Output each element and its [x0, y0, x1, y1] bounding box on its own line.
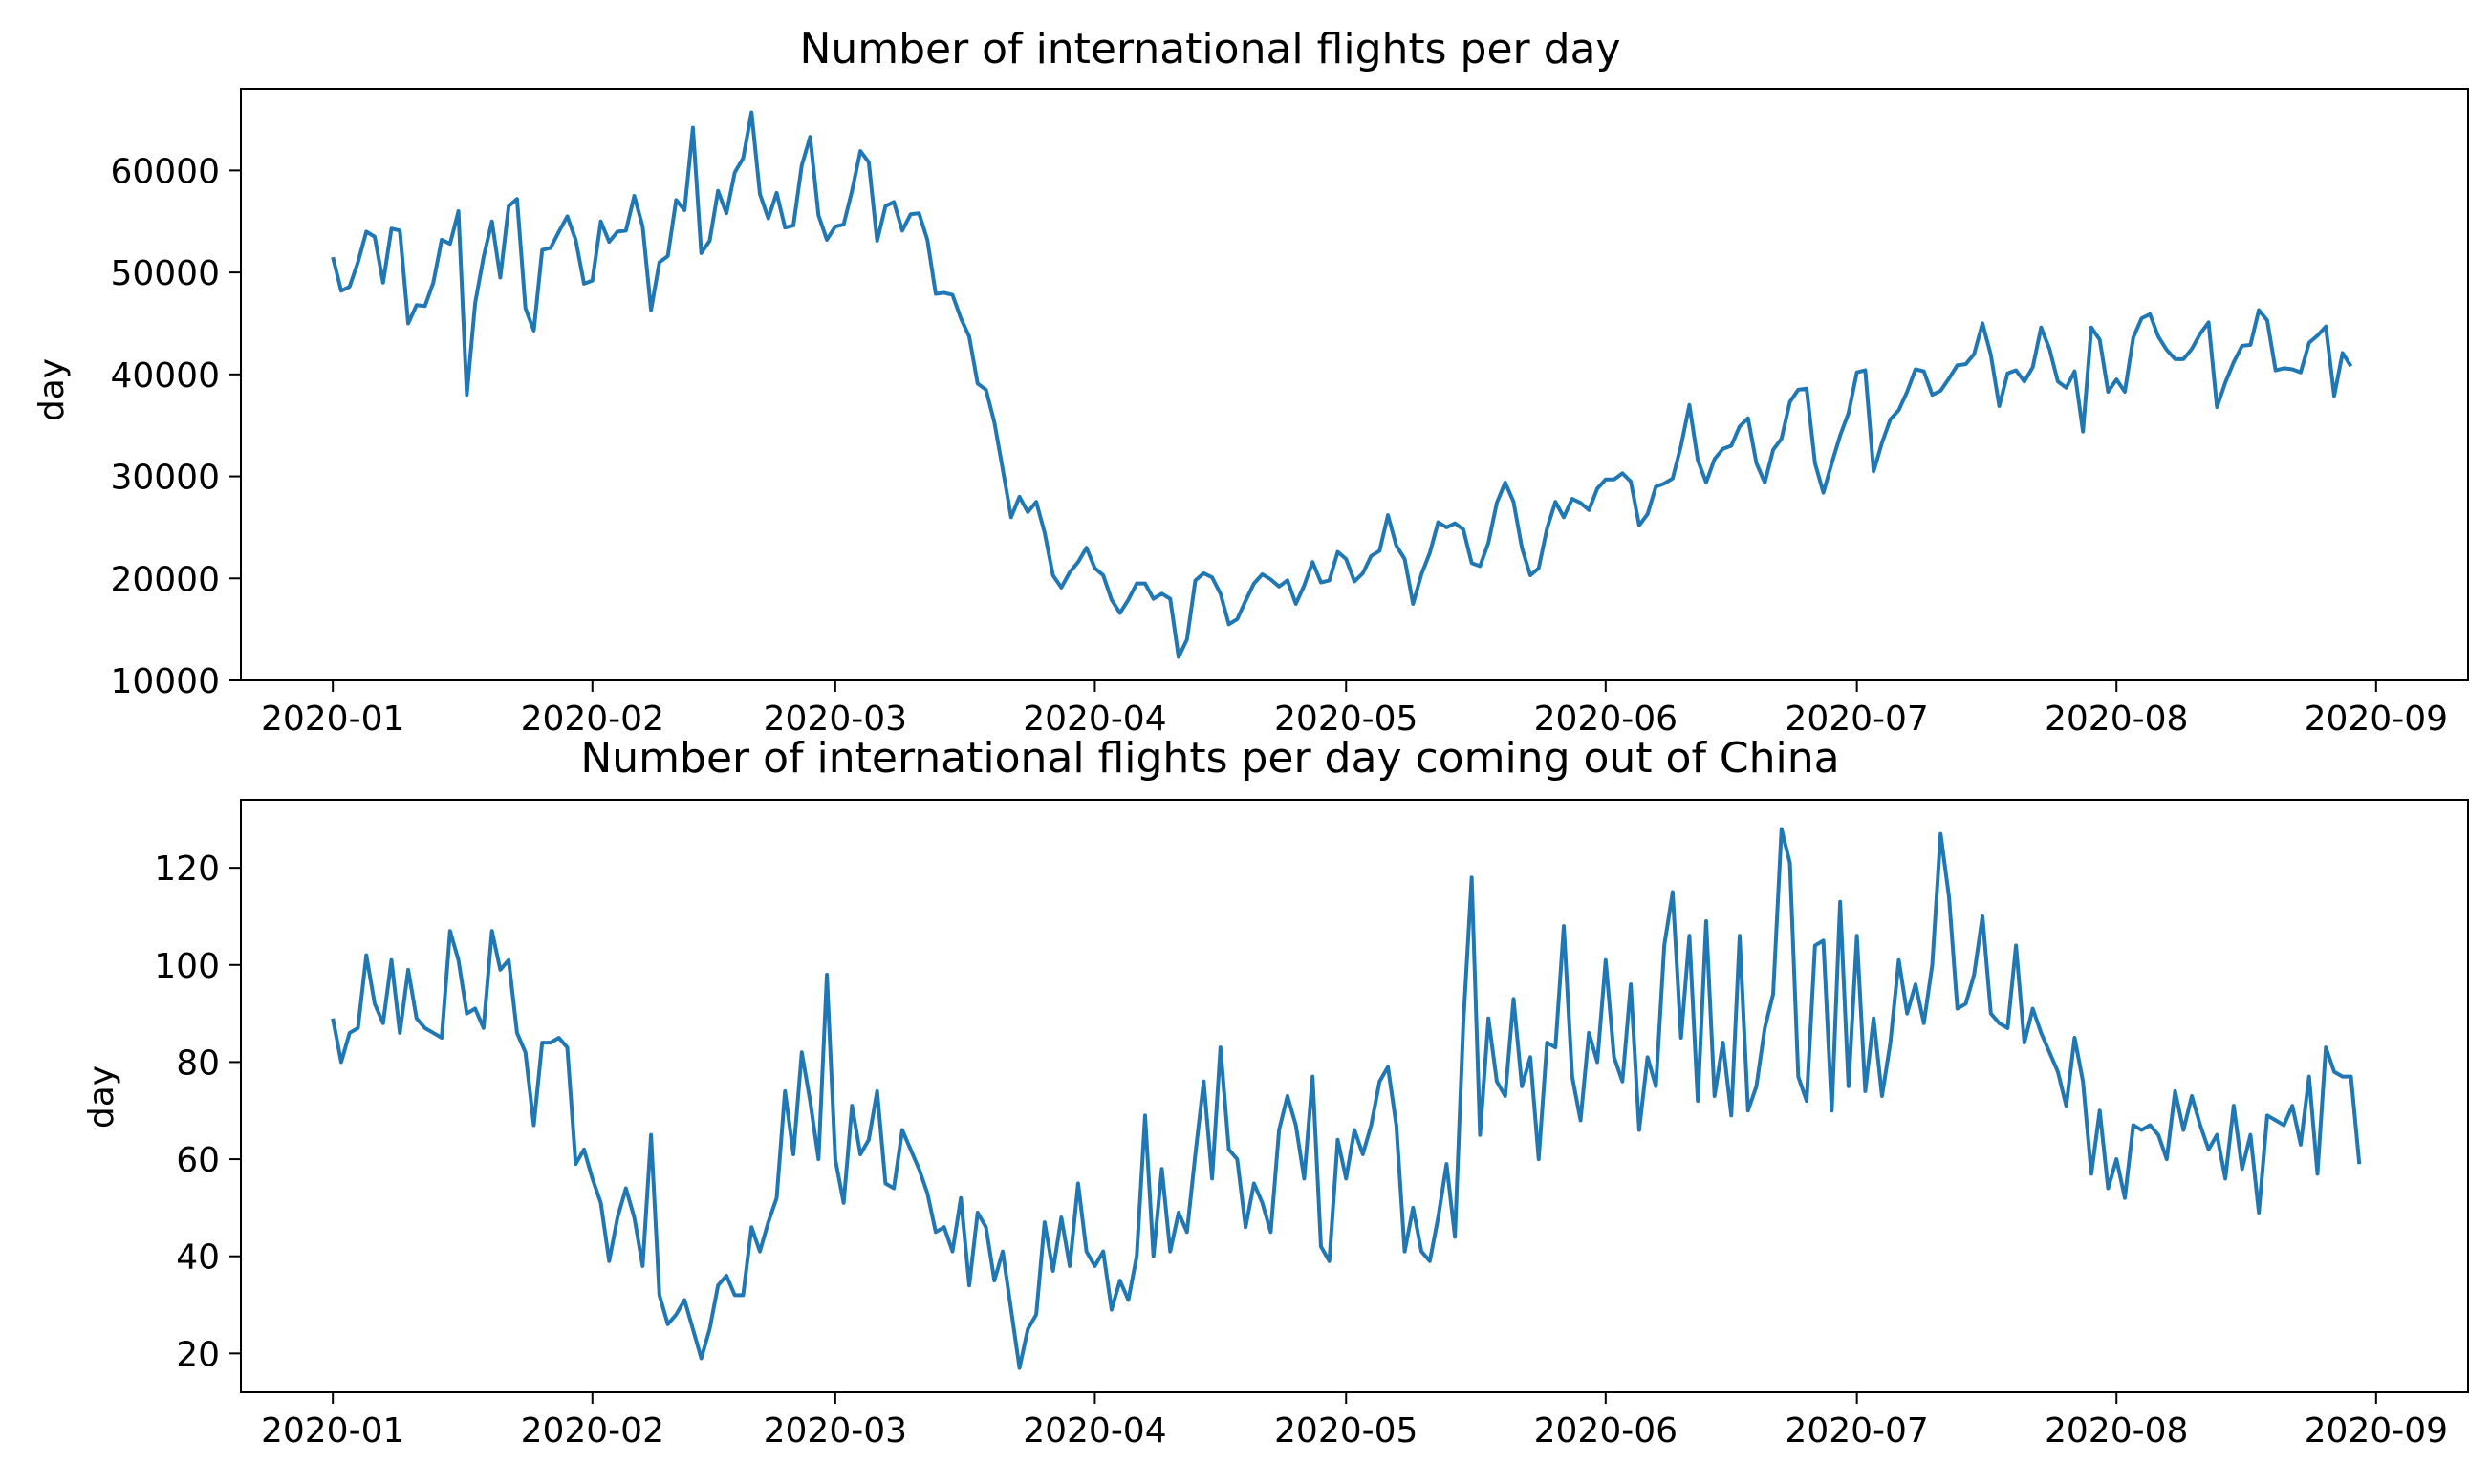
chart-title: Number of international flights per day — [799, 25, 1620, 74]
x-tick-label: 2020-01 — [261, 699, 404, 739]
y-tick-label: 50000 — [110, 254, 220, 293]
y-tick-label: 120 — [154, 850, 220, 889]
x-tick-label: 2020-09 — [2305, 699, 2448, 739]
series-line — [331, 110, 2353, 659]
x-tick-label: 2020-07 — [1785, 699, 1928, 739]
series-line — [331, 827, 2362, 1370]
y-tick-label: 100 — [154, 947, 220, 986]
x-tick-label: 2020-04 — [1023, 699, 1166, 739]
x-axis: 2020-01 2020-02 2020-03 2020-04 2020-05 2020-… — [261, 1392, 2448, 1451]
y-tick-label: 30000 — [110, 459, 220, 498]
y-axis: 20 40 60 80 100 120 — [154, 850, 241, 1374]
plot-frame — [240, 799, 2469, 1393]
x-tick-label: 2020-04 — [1023, 1411, 1166, 1451]
x-axis: 2020-01 2020-02 2020-03 2020-04 2020-05 2020-… — [261, 680, 2448, 739]
y-axis: 10000 20000 30000 40000 50000 60000 — [110, 152, 241, 701]
x-tick-label: 2020-06 — [1534, 1411, 1678, 1451]
y-tick-label: 60000 — [110, 152, 220, 191]
chart-title: Number of international flights per day … — [580, 734, 1839, 783]
x-tick-label: 2020-07 — [1785, 1411, 1928, 1451]
y-tick-label: 40 — [176, 1238, 220, 1278]
x-tick-label: 2020-03 — [764, 1411, 907, 1451]
x-tick-label: 2020-05 — [1274, 699, 1418, 739]
x-tick-label: 2020-01 — [261, 1411, 404, 1451]
y-axis-label: day — [82, 1065, 121, 1129]
x-tick-label: 2020-03 — [764, 699, 907, 739]
y-tick-label: 20000 — [110, 560, 220, 599]
y-tick-label: 10000 — [110, 662, 220, 701]
chart-international-flights: Number of international flights per day … — [32, 25, 2469, 739]
y-tick-label: 40000 — [110, 356, 220, 396]
x-tick-label: 2020-09 — [2305, 1411, 2448, 1451]
y-axis-label: day — [32, 358, 72, 421]
y-tick-label: 80 — [176, 1043, 220, 1083]
y-tick-label: 60 — [176, 1141, 220, 1180]
y-tick-label: 20 — [176, 1335, 220, 1374]
chart-flights-from-china: Number of international flights per day … — [82, 734, 2469, 1451]
x-tick-label: 2020-02 — [521, 699, 664, 739]
plot-frame — [240, 88, 2469, 681]
x-tick-label: 2020-08 — [2045, 699, 2188, 739]
x-tick-label: 2020-05 — [1274, 1411, 1418, 1451]
x-tick-label: 2020-02 — [521, 1411, 664, 1451]
x-tick-label: 2020-08 — [2045, 1411, 2188, 1451]
x-tick-label: 2020-06 — [1534, 699, 1678, 739]
